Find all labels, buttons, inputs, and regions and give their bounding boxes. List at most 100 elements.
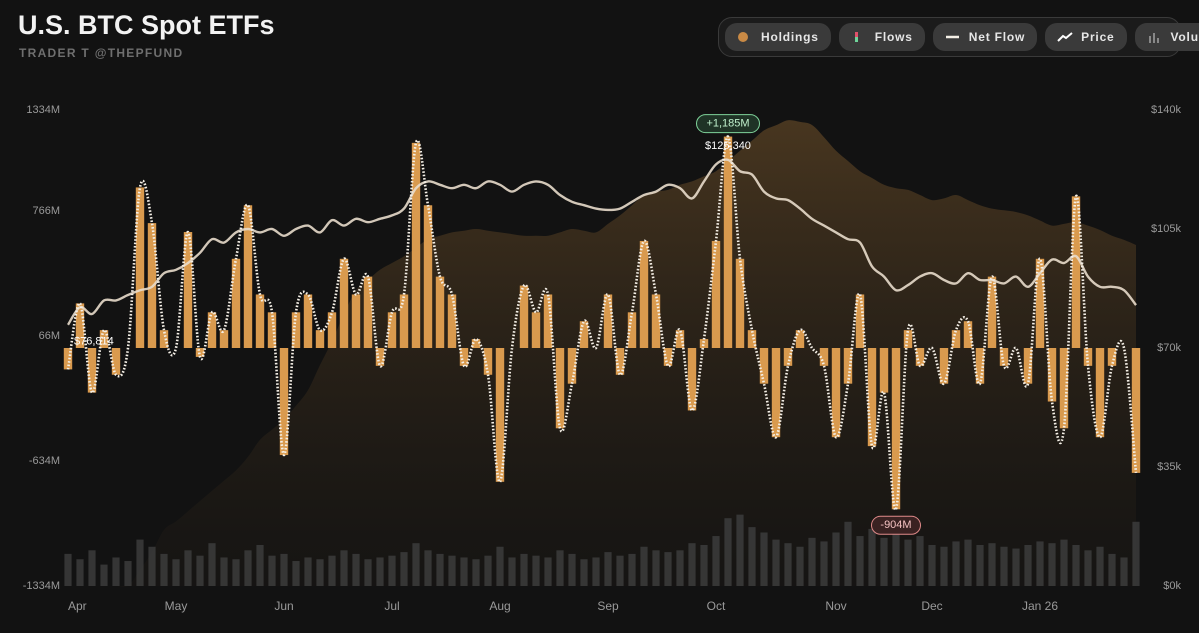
flow-bar xyxy=(1035,258,1045,348)
flow-bar xyxy=(267,312,277,348)
volume-bar xyxy=(628,553,636,586)
volume-bar xyxy=(712,536,720,586)
flow-bar xyxy=(75,303,85,348)
volume-bar xyxy=(304,557,312,586)
volume-bar xyxy=(940,546,948,586)
volume-bar xyxy=(676,550,684,586)
flow-bar xyxy=(687,348,697,411)
flow-bar xyxy=(1059,348,1069,429)
legend-button[interactable]: Flows xyxy=(838,23,925,51)
flow-bar xyxy=(735,258,745,348)
volume-bar xyxy=(1048,543,1056,586)
x-tick-label: May xyxy=(165,599,188,613)
legend-button[interactable]: Net Flow xyxy=(932,23,1038,51)
flow-bar xyxy=(963,321,973,348)
y2-tick-label: $140k xyxy=(1151,104,1181,116)
flow-bar xyxy=(351,294,361,348)
volume-bar xyxy=(544,557,552,586)
volume-bar xyxy=(376,557,384,586)
flow-bar xyxy=(339,258,349,348)
flow-bar xyxy=(243,205,253,348)
flow-bar xyxy=(915,348,925,366)
flow-bar xyxy=(63,348,73,370)
volume-bar xyxy=(88,550,96,586)
value-label: $125,340 xyxy=(705,140,751,152)
volume-bar xyxy=(136,539,144,586)
volume-bar xyxy=(388,555,396,586)
flow-bar xyxy=(939,348,949,384)
flow-bar xyxy=(783,348,793,366)
flow-bar xyxy=(831,348,841,438)
volume-bar xyxy=(652,550,660,586)
volume-bar xyxy=(784,543,792,586)
flow-bar xyxy=(531,312,541,348)
volume-bar xyxy=(160,553,168,586)
volume-bar xyxy=(508,557,516,586)
volume-bar xyxy=(232,559,240,586)
y2-tick-label: $70k xyxy=(1157,342,1181,354)
flow-bar xyxy=(891,348,901,510)
volume-bar xyxy=(364,559,372,586)
volume-bar xyxy=(448,555,456,586)
x-tick-label: Oct xyxy=(707,599,726,613)
legend: Holdings Flows Net Flow Price Volume xyxy=(718,17,1199,57)
volume-bar xyxy=(400,552,408,586)
legend-button[interactable]: Price xyxy=(1045,23,1127,51)
volume-bar xyxy=(1024,544,1032,586)
volume-bar xyxy=(952,541,960,586)
volume-bar xyxy=(592,557,600,586)
flow-bar xyxy=(447,294,457,348)
flow-bar xyxy=(519,285,529,348)
flow-bar xyxy=(195,348,205,357)
flow-bar xyxy=(1095,348,1105,438)
flow-bar xyxy=(315,330,325,348)
flow-bar xyxy=(819,348,829,366)
flow-bar xyxy=(567,348,577,384)
flow-bar xyxy=(231,258,241,348)
volume-bar xyxy=(520,553,528,586)
volume-bar xyxy=(412,543,420,586)
flow-bar xyxy=(1071,196,1081,348)
chart-subtitle: TRADER T @THEPFUND xyxy=(19,46,184,60)
flow-bar xyxy=(615,348,625,375)
flow-bar xyxy=(111,348,121,375)
volume-bar xyxy=(664,552,672,586)
flow-bar xyxy=(555,348,565,429)
volume-bar xyxy=(352,553,360,586)
value-label: -904M xyxy=(880,519,911,531)
x-tick-label: Jan 26 xyxy=(1022,599,1058,613)
flow-bar xyxy=(255,294,265,348)
volume-bar xyxy=(796,546,804,586)
volume-bar xyxy=(1072,544,1080,586)
flow-bar xyxy=(159,330,169,348)
volume-bar xyxy=(280,553,288,586)
volume-bar xyxy=(928,544,936,586)
volume-bar xyxy=(484,555,492,586)
volume-bar xyxy=(268,555,276,586)
flow-bar xyxy=(435,276,445,348)
flow-bar xyxy=(879,348,889,393)
volume-bar xyxy=(148,546,156,586)
volume-bar xyxy=(1132,521,1140,586)
volume-bar xyxy=(892,525,900,586)
volume-bar xyxy=(1084,550,1092,586)
legend-icon xyxy=(854,32,858,42)
volume-bar xyxy=(556,550,564,586)
legend-button[interactable]: Holdings xyxy=(725,23,831,51)
flow-bar xyxy=(1047,348,1057,402)
flow-bar xyxy=(87,348,97,393)
volume-bar xyxy=(64,553,72,586)
volume-bar xyxy=(820,541,828,586)
legend-icon xyxy=(945,35,959,39)
flow-bar xyxy=(183,232,193,348)
volume-bar xyxy=(760,532,768,586)
volume-bar xyxy=(220,557,228,586)
legend-button[interactable]: Volume xyxy=(1134,23,1199,51)
y-tick-label: 766M xyxy=(32,205,60,217)
flow-bar xyxy=(219,330,229,348)
legend-label: Volume xyxy=(1170,30,1199,44)
volume-bar xyxy=(916,536,924,586)
volume-bar xyxy=(292,561,300,586)
volume-bar xyxy=(532,555,540,586)
x-tick-label: Aug xyxy=(489,599,510,613)
